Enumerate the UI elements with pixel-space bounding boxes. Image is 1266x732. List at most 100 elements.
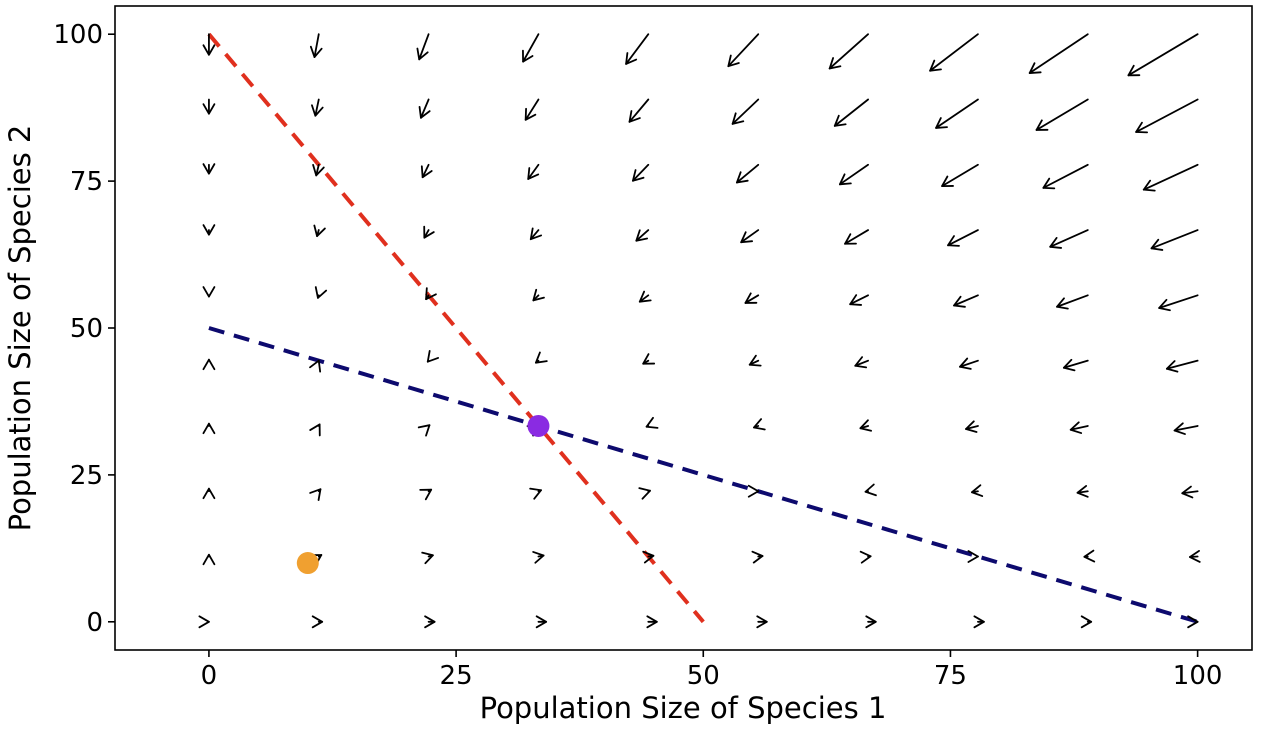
vector-arrow — [1042, 163, 1089, 190]
vector-arrow-head — [1158, 298, 1171, 312]
vector-arrow-shaft — [522, 33, 540, 63]
vector-arrow-shaft — [421, 163, 430, 179]
vector-arrow-head — [309, 488, 322, 501]
vector-arrow — [416, 33, 430, 61]
vector-arrow — [727, 33, 760, 68]
vector-arrow — [417, 424, 431, 437]
vector-arrow-head — [959, 357, 972, 370]
vector-arrow — [534, 351, 548, 364]
vector-arrow-head — [844, 233, 857, 245]
x-tick-label: 0 — [201, 661, 218, 691]
vector-arrow-head — [635, 229, 649, 242]
vector-arrow — [1187, 615, 1199, 629]
vector-arrow — [965, 420, 979, 433]
vector-arrow-head — [419, 488, 433, 501]
y-axis-ticks: 0 25 50 75 100 — [53, 20, 115, 638]
vector-arrow-head — [202, 358, 216, 371]
vector-arrow — [535, 615, 548, 629]
vector-arrow — [1056, 294, 1089, 310]
vector-arrow — [1189, 550, 1201, 563]
vector-arrow-head — [309, 423, 321, 437]
vector-arrow-head — [202, 44, 216, 56]
vector-arrow — [529, 227, 543, 241]
vector-arrow-head — [534, 351, 548, 364]
vector-arrow-head — [859, 419, 872, 432]
vector-arrow — [828, 33, 869, 70]
vector-arrow — [953, 294, 979, 308]
vector-arrow-shaft — [628, 98, 650, 123]
vector-arrow-head — [973, 615, 985, 629]
vector-arrow-shaft — [965, 425, 979, 430]
vector-arrow-shaft — [1173, 425, 1199, 432]
vector-arrow-head — [1062, 358, 1076, 372]
vector-arrow-head — [854, 356, 868, 369]
vector-arrow-head — [1042, 177, 1056, 190]
vector-arrow-head — [1028, 62, 1042, 74]
vector-arrow — [967, 550, 979, 563]
isocline-line — [208, 326, 1199, 624]
vector-arrow — [532, 288, 545, 302]
vector-arrow — [947, 229, 979, 247]
vector-arrow — [941, 163, 979, 187]
vector-arrow — [1049, 229, 1089, 249]
vector-arrow — [1083, 549, 1096, 563]
vector-arrow-shaft — [740, 229, 760, 244]
vector-arrow-head — [529, 487, 542, 500]
vector-arrow-shaft — [420, 98, 430, 119]
vector-arrow-head — [740, 231, 754, 244]
vector-arrow — [1135, 98, 1199, 134]
vector-arrow-head — [625, 52, 638, 65]
vector-arrow-head — [425, 287, 437, 301]
vector-arrow-head — [1150, 238, 1164, 251]
vector-arrow-head — [965, 420, 978, 433]
vector-arrow-shaft — [1056, 294, 1089, 308]
vector-arrow — [527, 163, 540, 180]
vector-arrow-head — [532, 551, 545, 564]
x-tick-label: 75 — [934, 661, 967, 691]
vector-arrow-shaft — [1062, 359, 1089, 369]
vector-arrow-head — [529, 227, 543, 241]
vector-arrow-shaft — [744, 294, 760, 304]
vector-arrow-shaft — [838, 163, 869, 186]
vector-arrow-shaft — [524, 98, 540, 121]
vector-arrow-shaft — [1028, 33, 1089, 74]
vector-arrow-shaft — [418, 33, 430, 61]
vector-field — [198, 33, 1201, 629]
vector-arrow-head — [1083, 549, 1096, 563]
vector-arrow — [309, 488, 322, 501]
vector-arrow-shaft — [1135, 98, 1199, 133]
x-axis-title: Population Size of Species 1 — [480, 691, 887, 725]
vector-arrow-head — [524, 107, 537, 121]
vector-arrow — [198, 615, 210, 629]
vector-arrow — [959, 357, 979, 370]
vector-arrow — [202, 422, 216, 435]
vector-arrow — [642, 353, 656, 365]
vector-arrow — [748, 354, 762, 367]
vector-arrow-head — [727, 54, 740, 68]
vector-arrow-head — [638, 290, 652, 303]
vector-arrow — [756, 615, 768, 629]
vector-arrow-head — [642, 353, 656, 365]
vector-arrow-head — [645, 416, 659, 429]
vector-arrow — [935, 98, 979, 129]
vector-arrow-shaft — [828, 33, 869, 70]
vector-arrow — [202, 224, 216, 236]
vector-arrow-head — [1056, 297, 1069, 310]
vector-arrow — [973, 615, 985, 629]
vector-arrow — [751, 550, 764, 564]
y-axis-title: Population Size of Species 2 — [3, 125, 37, 532]
vector-arrow-shaft — [844, 229, 869, 245]
vector-arrow-head — [1173, 422, 1186, 435]
vector-arrow-shaft — [1049, 229, 1089, 248]
vector-arrow-head — [522, 49, 534, 63]
vector-arrow-head — [751, 550, 764, 564]
vector-arrow — [1069, 421, 1089, 434]
vector-arrow — [646, 615, 658, 629]
vector-arrow-shaft — [735, 163, 760, 184]
vector-arrow — [859, 550, 872, 564]
vector-arrow-head — [202, 487, 216, 500]
vector-arrow — [833, 98, 869, 127]
vector-arrow-head — [744, 292, 758, 304]
vector-arrow-head — [735, 171, 749, 184]
vector-arrow-head — [202, 224, 216, 236]
